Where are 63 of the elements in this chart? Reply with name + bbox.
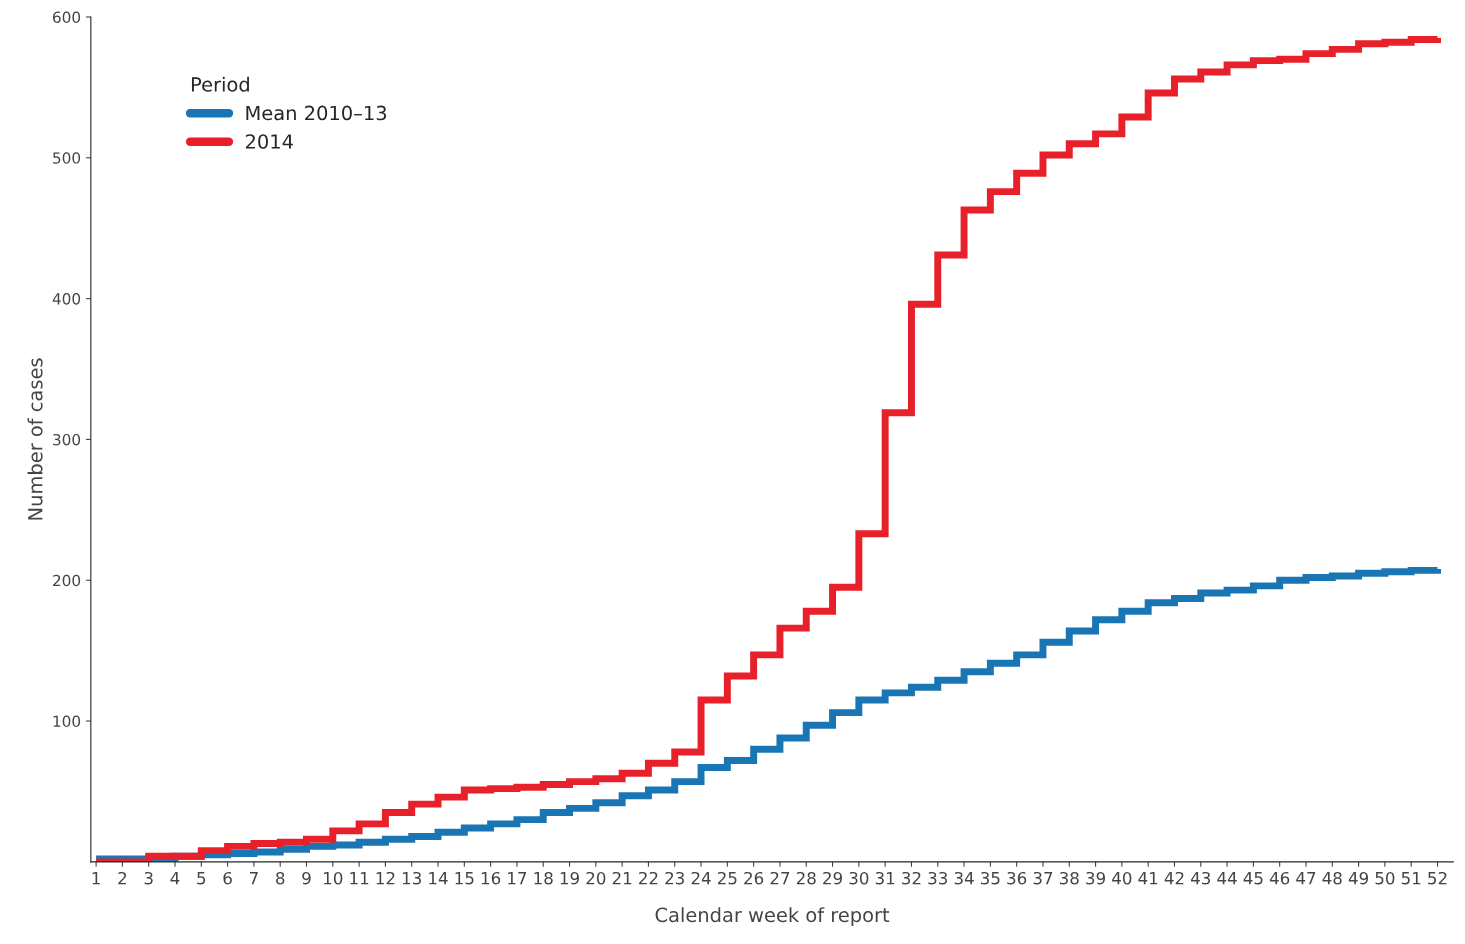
y-tick-label: 600 (53, 11, 81, 24)
x-tick-label: 16 (481, 871, 501, 885)
x-tick-label: 43 (1190, 871, 1211, 885)
x-tick-label: 29 (823, 871, 842, 885)
x-tick-label: 48 (1322, 871, 1342, 885)
x-tick-label: 36 (1007, 871, 1027, 885)
x-tick-label: 19 (560, 871, 579, 885)
x-tick-label: 51 (1401, 872, 1421, 885)
x-tick-label: 8 (276, 871, 285, 885)
x-tick-label: 50 (1375, 871, 1395, 885)
x-tick-label: 26 (744, 871, 764, 885)
y-tick-label: 300 (53, 433, 81, 446)
x-tick-label: 42 (1164, 871, 1184, 885)
x-tick-label: 30 (849, 871, 869, 885)
x-tick-label: 15 (455, 872, 474, 885)
x-tick-label: 47 (1296, 872, 1316, 885)
x-tick-label: 41 (1138, 872, 1158, 885)
x-tick-label: 33 (928, 871, 948, 885)
x-tick-label: 17 (508, 872, 527, 885)
x-tick-label: 28 (796, 871, 816, 885)
x-tick-label: 31 (875, 871, 895, 885)
x-tick-label: 1 (92, 872, 100, 885)
y-tick-label: 100 (53, 715, 81, 728)
x-axis-title: Calendar week of report (655, 907, 890, 926)
x-tick-label: 25 (717, 871, 737, 885)
x-tick-label: 44 (1217, 872, 1237, 885)
x-tick-label: 11 (350, 872, 369, 885)
x-tick-label: 40 (1112, 871, 1132, 885)
x-tick-label: 27 (770, 871, 790, 885)
x-tick-label: 13 (402, 871, 421, 885)
x-tick-label: 18 (534, 871, 553, 885)
x-tick-label: 46 (1269, 871, 1290, 885)
x-tick-label: 49 (1348, 871, 1369, 885)
x-tick-label: 4 (170, 872, 180, 885)
x-tick-label: 20 (586, 871, 606, 885)
x-tick-label: 10 (324, 871, 343, 885)
x-tick-label: 22 (639, 871, 658, 885)
x-tick-label: 39 (1086, 871, 1105, 885)
x-tick-label: 32 (902, 871, 921, 885)
x-tick-label: 37 (1033, 871, 1053, 885)
x-tick-label: 3 (144, 871, 153, 885)
x-tick-label: 35 (981, 871, 1000, 885)
x-tick-label: 34 (954, 871, 974, 885)
y-tick-label: 400 (52, 293, 81, 305)
y-axis-title: Number of cases (27, 358, 43, 520)
x-tick-label: 24 (691, 871, 711, 885)
x-tick-label: 45 (1243, 872, 1263, 885)
legend-title: Period (191, 76, 249, 92)
x-tick-label: 12 (376, 871, 395, 885)
x-tick-label: 14 (429, 872, 448, 885)
x-tick-label: 9 (302, 871, 311, 885)
y-tick-label: 500 (53, 152, 81, 164)
legend-label: 2014 (245, 134, 293, 149)
x-tick-label: 21 (612, 871, 632, 885)
y-tick-label: 200 (53, 574, 81, 587)
x-tick-label: 2 (118, 871, 127, 885)
x-tick-label: 7 (249, 872, 258, 885)
x-tick-label: 38 (1059, 871, 1079, 885)
x-tick-label: 5 (197, 872, 206, 885)
x-tick-label: 23 (665, 871, 685, 885)
legend-label: Mean 2010–13 (246, 105, 387, 121)
x-tick-label: 6 (223, 871, 232, 885)
x-tick-label: 52 (1428, 871, 1447, 885)
